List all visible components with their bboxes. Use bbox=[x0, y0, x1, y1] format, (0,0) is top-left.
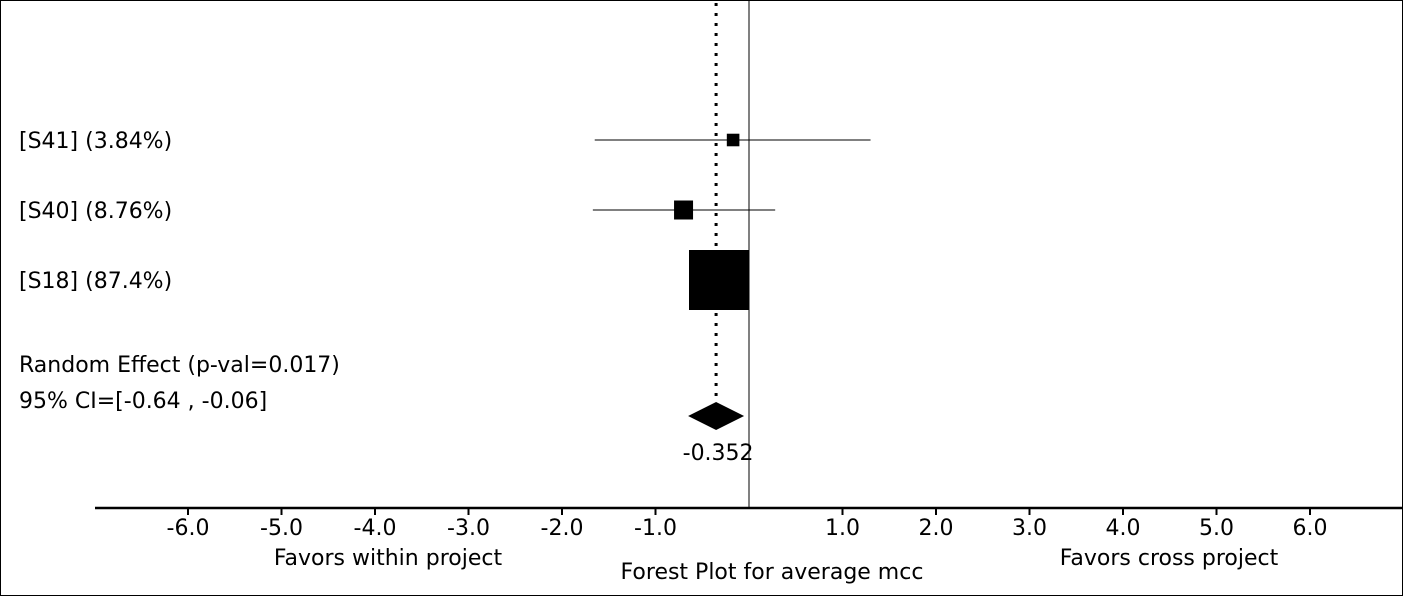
study-label: [S40] (8.76%) bbox=[19, 199, 172, 224]
x-tick-label: 3.0 bbox=[1012, 516, 1047, 541]
summary-diamond bbox=[688, 402, 745, 430]
summary-label-line1: Random Effect (p-val=0.017) bbox=[19, 353, 340, 378]
x-tick-label: 4.0 bbox=[1106, 516, 1141, 541]
summary-label-line2: 95% CI=[-0.64 , -0.06] bbox=[19, 389, 267, 414]
x-tick-label: -2.0 bbox=[541, 516, 584, 541]
x-tick-label: 1.0 bbox=[825, 516, 860, 541]
favors-right-label: Favors cross project bbox=[1060, 546, 1279, 571]
study-weight-box bbox=[674, 200, 694, 220]
x-tick-label: -6.0 bbox=[167, 516, 210, 541]
favors-left-label: Favors within project bbox=[274, 546, 503, 571]
x-tick-label: -5.0 bbox=[260, 516, 303, 541]
summary-estimate-label: -0.352 bbox=[683, 441, 754, 466]
study-weight-box bbox=[689, 250, 749, 310]
study-label: [S41] (3.84%) bbox=[19, 129, 172, 154]
study-label: [S18] (87.4%) bbox=[19, 269, 172, 294]
x-tick-label: -3.0 bbox=[447, 516, 490, 541]
x-tick-label: -4.0 bbox=[354, 516, 397, 541]
x-tick-label: 2.0 bbox=[919, 516, 954, 541]
study-weight-box bbox=[726, 133, 740, 147]
chart-title: Forest Plot for average mcc bbox=[621, 560, 924, 585]
x-tick-label: 5.0 bbox=[1199, 516, 1234, 541]
x-tick-label: -1.0 bbox=[634, 516, 677, 541]
x-tick-label: 6.0 bbox=[1293, 516, 1328, 541]
